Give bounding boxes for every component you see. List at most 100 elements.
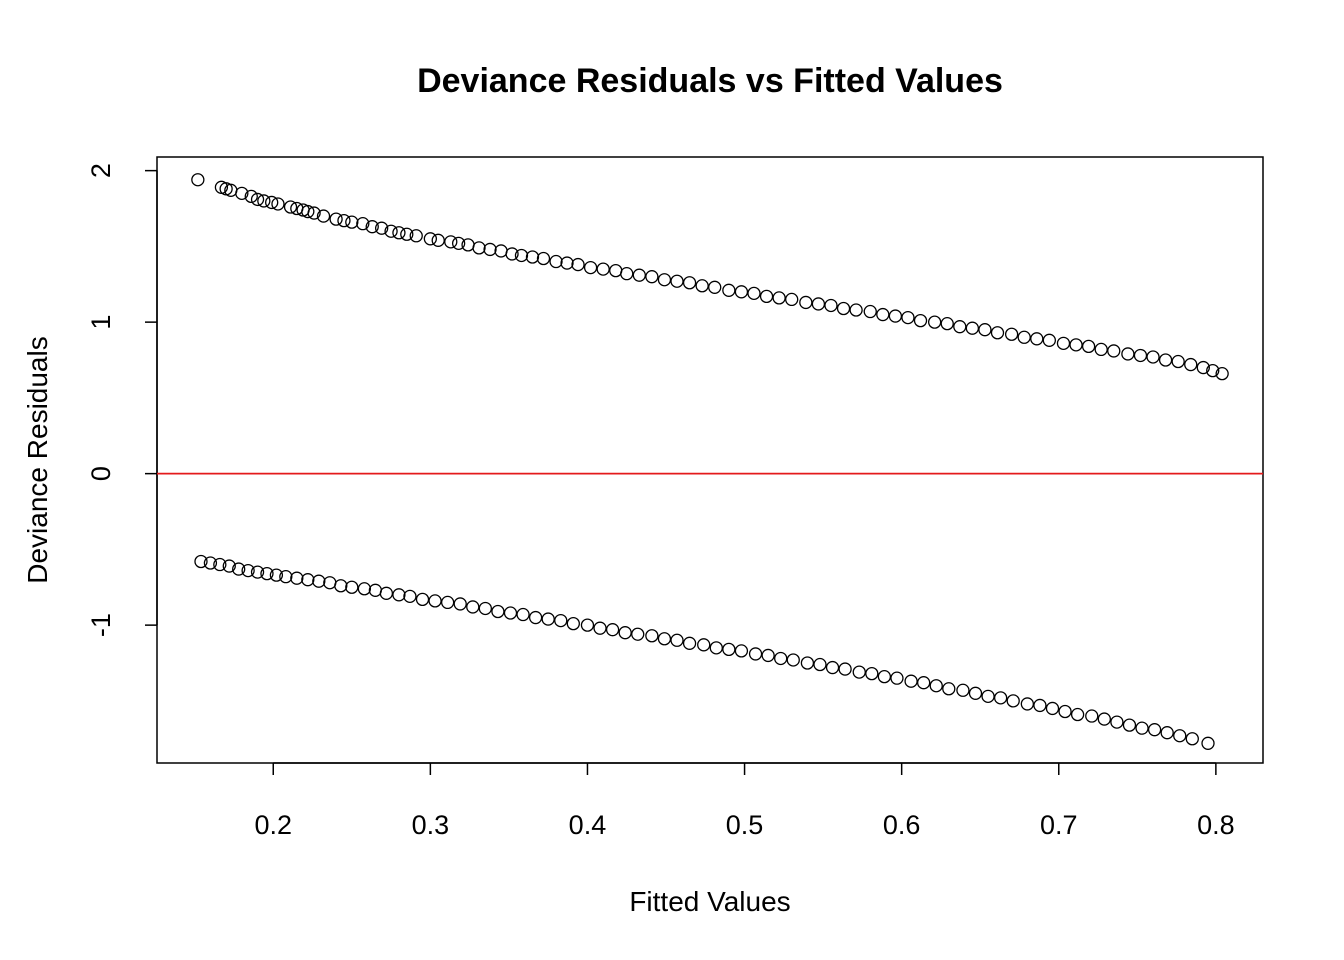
x-tick-label: 0.3	[412, 810, 450, 840]
y-axis: -1 0 1 2	[86, 163, 158, 637]
x-tick-label: 0.4	[569, 810, 607, 840]
data-point	[392, 226, 406, 240]
data-point	[1184, 357, 1198, 372]
data-point	[657, 632, 672, 646]
data-point	[356, 217, 370, 231]
x-tick-label: 0.6	[883, 810, 921, 840]
data-point	[566, 616, 580, 631]
data-points	[191, 173, 1229, 750]
data-point	[722, 642, 736, 657]
data-point	[514, 248, 529, 263]
data-point	[618, 626, 632, 640]
data-point	[657, 273, 672, 287]
data-point	[1069, 338, 1083, 352]
data-point	[645, 629, 659, 643]
x-axis-label: Fitted Values	[629, 886, 790, 917]
data-point	[904, 674, 918, 688]
data-point	[260, 566, 274, 581]
data-point	[453, 597, 467, 611]
data-point	[748, 647, 763, 661]
data-point	[536, 251, 551, 266]
data-point	[901, 310, 915, 325]
data-point	[1097, 712, 1111, 726]
data-point	[478, 601, 492, 616]
data-point	[670, 633, 684, 647]
data-point	[890, 671, 904, 685]
data-point	[384, 224, 398, 238]
data-point	[593, 621, 607, 635]
data-point	[1173, 729, 1187, 743]
data-point	[265, 195, 279, 210]
data-point	[516, 607, 530, 622]
data-point	[605, 623, 620, 637]
data-point	[345, 580, 359, 594]
data-point	[244, 189, 258, 204]
data-point	[825, 660, 840, 675]
data-point	[836, 301, 851, 316]
data-point	[695, 279, 709, 293]
data-point	[423, 232, 438, 246]
data-point	[953, 320, 967, 334]
data-point	[1147, 723, 1162, 737]
data-point	[993, 691, 1008, 705]
data-point	[863, 304, 877, 319]
data-point	[1017, 330, 1031, 344]
data-point	[1042, 333, 1056, 347]
data-point	[560, 256, 574, 270]
data-point	[337, 213, 351, 228]
data-point	[357, 582, 372, 596]
data-point	[620, 267, 634, 281]
data-point	[928, 315, 942, 329]
data-point	[571, 257, 585, 272]
data-point	[222, 559, 236, 573]
data-point	[466, 600, 480, 614]
data-point	[503, 606, 518, 620]
data-point	[772, 291, 786, 305]
data-point	[415, 592, 430, 607]
data-point	[774, 651, 788, 666]
data-point	[1185, 732, 1199, 746]
data-point	[301, 573, 315, 587]
data-point	[981, 689, 995, 703]
data-point	[505, 247, 519, 261]
data-point	[1206, 363, 1220, 378]
data-point	[709, 641, 723, 655]
data-point	[368, 583, 383, 597]
data-point	[494, 244, 508, 258]
data-point	[491, 604, 505, 619]
data-point	[1006, 694, 1020, 708]
data-point	[670, 274, 684, 288]
data-point	[877, 669, 892, 684]
data-point	[1121, 347, 1135, 361]
data-point	[1171, 354, 1185, 369]
data-point	[301, 204, 315, 219]
data-point	[334, 579, 348, 593]
data-point	[549, 254, 563, 269]
data-point	[392, 588, 406, 602]
y-tick-label: 1	[86, 315, 116, 330]
y-tick-label: 0	[86, 466, 116, 481]
data-point	[811, 297, 826, 311]
data-point	[232, 562, 246, 576]
data-point	[786, 653, 800, 667]
data-point	[241, 563, 255, 578]
data-point	[1107, 344, 1121, 358]
data-point	[271, 197, 285, 211]
data-point	[631, 627, 645, 641]
data-point	[279, 570, 293, 584]
data-point	[307, 206, 321, 220]
data-point	[929, 679, 943, 693]
data-point	[525, 250, 540, 264]
data-point	[632, 268, 646, 282]
data-point	[747, 286, 761, 301]
data-point	[283, 200, 298, 214]
data-point	[759, 289, 774, 304]
data-point	[431, 233, 445, 247]
y-tick-label: 2	[86, 163, 116, 178]
data-point	[1158, 353, 1173, 367]
data-point	[734, 285, 749, 299]
x-tick-label: 0.8	[1197, 810, 1235, 840]
data-point	[1135, 721, 1149, 735]
data-point	[1033, 698, 1047, 713]
